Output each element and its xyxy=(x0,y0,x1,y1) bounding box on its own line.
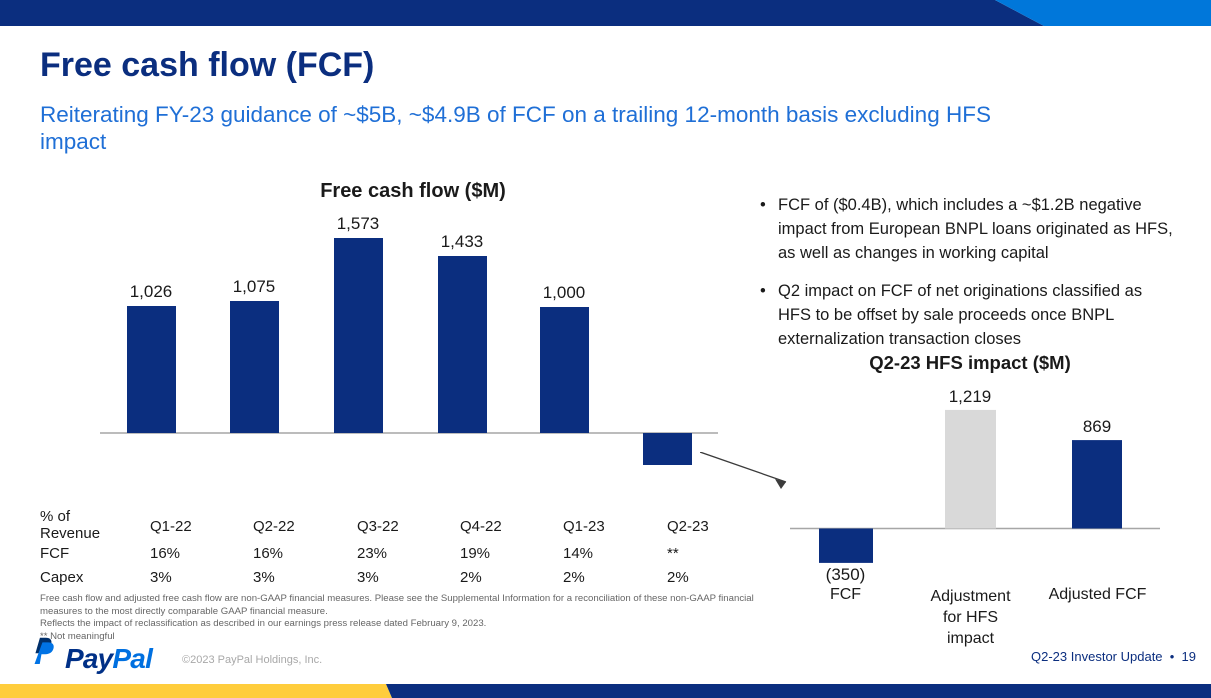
svg-text:1,026: 1,026 xyxy=(130,282,173,301)
svg-text:1,075: 1,075 xyxy=(233,277,276,296)
svg-text:1,573: 1,573 xyxy=(337,214,380,233)
svg-text:1,219: 1,219 xyxy=(949,390,992,406)
svg-text:1,000: 1,000 xyxy=(543,283,586,302)
svg-text:1,433: 1,433 xyxy=(441,232,484,251)
svg-text:869: 869 xyxy=(1083,417,1111,436)
